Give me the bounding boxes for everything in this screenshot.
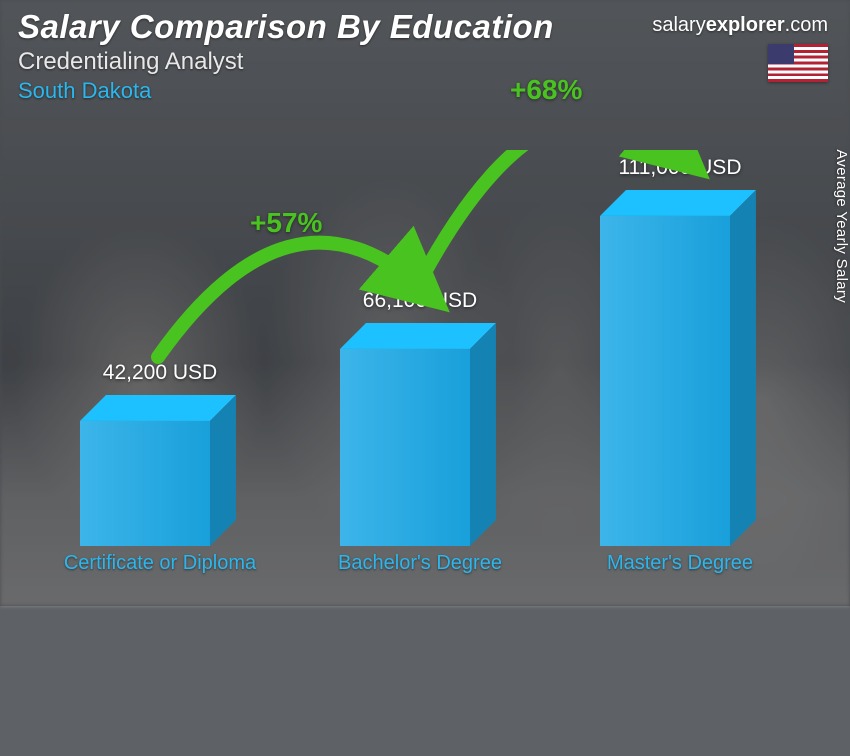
bar-group: 42,200 USDCertificate or Diploma: [80, 421, 240, 546]
bar-front: [600, 216, 730, 546]
value-label: 111,000 USD: [619, 156, 742, 180]
bar-top: [600, 190, 756, 216]
bar-front: [80, 421, 210, 546]
brand-part3: .com: [785, 14, 828, 36]
bar-front: [340, 349, 470, 546]
bar-top: [340, 323, 496, 349]
value-label: 66,100 USD: [363, 289, 477, 313]
value-label: 42,200 USD: [103, 361, 217, 385]
bar: [340, 349, 490, 546]
bar: [600, 216, 750, 546]
bar-group: 111,000 USDMaster's Degree: [600, 216, 760, 546]
category-label: Certificate or Diploma: [60, 552, 260, 575]
bar-side: [210, 395, 236, 546]
bar-side: [470, 323, 496, 546]
bar-side: [730, 190, 756, 546]
brand-link[interactable]: salaryexplorer.com: [652, 14, 828, 37]
bar-top: [80, 395, 236, 421]
y-axis-label: Average Yearly Salary: [834, 149, 850, 303]
chart-area: 42,200 USDCertificate or Diploma 66,100 U…: [40, 150, 790, 546]
pct-label: +57%: [250, 207, 322, 239]
brand-part2: explorer: [706, 14, 785, 36]
bar-group: 66,100 USDBachelor's Degree: [340, 349, 500, 546]
chart-subtitle: Credentialing Analyst: [18, 48, 832, 76]
bar: [80, 421, 230, 546]
pct-label: +68%: [510, 74, 582, 106]
category-label: Bachelor's Degree: [320, 552, 520, 575]
brand-part1: salary: [652, 14, 705, 36]
chart-location: South Dakota: [18, 78, 832, 104]
category-label: Master's Degree: [580, 552, 780, 575]
flag-icon: [768, 44, 828, 82]
